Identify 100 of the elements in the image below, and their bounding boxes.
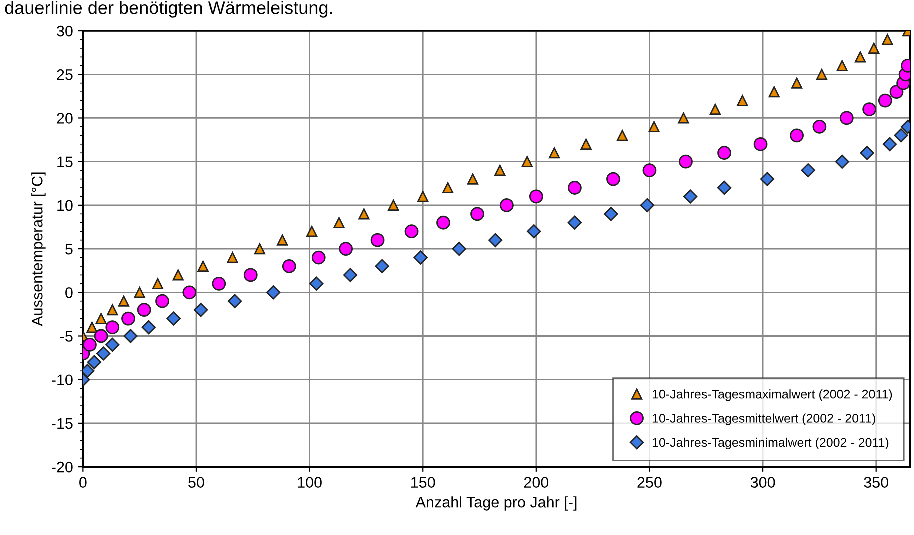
point [640, 198, 655, 213]
point [529, 190, 544, 204]
point [414, 250, 428, 265]
y-tick-label: 5 [66, 244, 73, 255]
point [83, 338, 97, 352]
point [94, 329, 108, 344]
point [548, 148, 560, 159]
y-tick-label: -10 [52, 374, 73, 386]
point [718, 146, 732, 160]
point [868, 42, 880, 54]
point [137, 303, 152, 318]
point [96, 313, 107, 324]
point [470, 207, 484, 222]
point [568, 181, 582, 195]
point [604, 207, 618, 222]
point [737, 95, 748, 106]
point [882, 34, 894, 46]
point [228, 294, 242, 308]
point [244, 268, 258, 282]
point [890, 85, 904, 100]
point [768, 86, 780, 98]
point [882, 137, 898, 152]
point [678, 112, 690, 124]
point [860, 146, 874, 160]
point [142, 320, 156, 335]
legend-label: 10-Jahres-Tagesmaximalwert (2002 - 2011) [652, 390, 892, 402]
point [124, 329, 138, 344]
point [840, 111, 854, 126]
point [500, 198, 514, 212]
point [442, 182, 454, 194]
point [835, 154, 850, 169]
point [522, 156, 533, 168]
point [107, 304, 118, 316]
point [370, 233, 385, 248]
point [467, 174, 479, 185]
point [760, 172, 775, 186]
x-axis-title: Anzahl Tage pro Jahr [-] [416, 496, 577, 511]
point [166, 312, 181, 326]
y-tick-label: 30 [57, 26, 73, 37]
y-tick-label: 25 [57, 70, 73, 80]
point [790, 128, 804, 143]
point [580, 138, 592, 150]
point [194, 303, 208, 318]
y-tick-label: 15 [58, 156, 73, 168]
point [642, 164, 657, 178]
point [198, 260, 209, 272]
point [254, 243, 266, 255]
y-axis-title: Aussentemperatur [°C] [32, 172, 46, 326]
point [488, 233, 503, 248]
point [862, 102, 876, 116]
point [452, 242, 466, 256]
point [310, 276, 324, 292]
point [527, 224, 542, 239]
point [156, 294, 170, 308]
x-tick-label: 200 [524, 477, 549, 488]
point [86, 322, 98, 334]
chart-title: dauerlinie der benötigten Wärmeleistung. [5, 1, 332, 18]
point [277, 234, 288, 246]
point [96, 346, 111, 361]
point [266, 286, 281, 300]
point [494, 165, 506, 176]
point [134, 287, 146, 298]
point [801, 163, 816, 178]
point [710, 104, 722, 116]
point [878, 94, 892, 108]
point [606, 172, 620, 186]
point [648, 121, 660, 133]
legend-label: 10-Jahres-Tagesminimalwert (2002 - 2011) [652, 438, 889, 450]
y-tick-label: 0 [66, 288, 73, 298]
point [106, 320, 120, 334]
point [418, 191, 429, 202]
y-tick-label: 10 [58, 200, 73, 212]
point [106, 338, 120, 352]
point [118, 296, 130, 307]
point [388, 200, 400, 211]
x-tick-label: 100 [298, 477, 322, 488]
x-tick-label: 0 [80, 477, 87, 488]
y-tick-label: 20 [57, 113, 73, 124]
point [312, 250, 326, 265]
point [816, 69, 828, 80]
point [344, 268, 358, 282]
point [334, 217, 345, 228]
point [122, 312, 136, 326]
point [754, 137, 768, 152]
point [717, 180, 732, 196]
point [87, 355, 102, 370]
y-tick-label: -15 [52, 418, 73, 430]
y-tick-label: -5 [60, 331, 73, 342]
point [404, 224, 419, 239]
point [152, 278, 164, 290]
point [436, 216, 450, 230]
point [182, 286, 197, 300]
y-tick-label: -20 [52, 462, 73, 473]
x-tick-label: 350 [864, 477, 888, 488]
point [616, 130, 628, 142]
point [568, 216, 582, 230]
point [791, 78, 803, 89]
point [339, 242, 353, 256]
point [836, 60, 848, 72]
point [306, 226, 318, 238]
